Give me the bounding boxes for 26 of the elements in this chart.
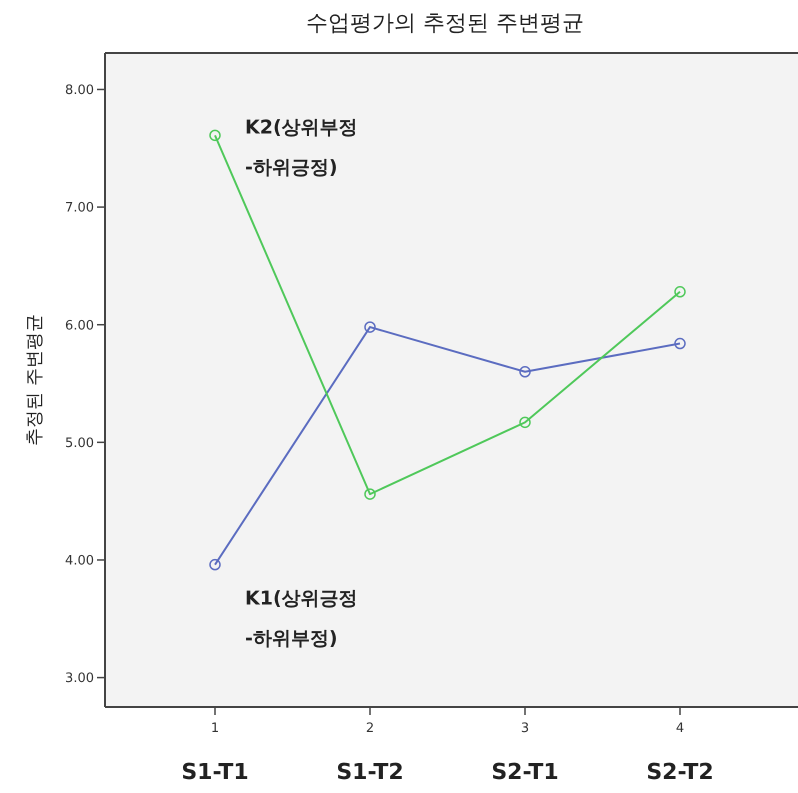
text: S1-T2 — [336, 760, 404, 785]
series-label: K2(상위부정 -하위긍정) — [245, 116, 358, 178]
x-tick-label: 4 — [676, 721, 684, 736]
y-tick-label: 8.00 — [65, 83, 94, 98]
y-axis-title: 추정된 주변평균 — [24, 314, 45, 446]
text: S2-T1 — [491, 760, 559, 785]
text: S1-T1 — [181, 760, 249, 785]
point — [519, 366, 531, 378]
y-tick-label: 6.00 — [65, 318, 94, 334]
y-tick-label: 3.00 — [65, 671, 94, 686]
point — [209, 558, 221, 570]
text: S2-T2 — [646, 760, 714, 785]
x-tick-label: 1 — [210, 721, 220, 736]
point — [674, 338, 686, 350]
series-label: K1(상위긍정 -하위부정) — [245, 588, 358, 650]
point — [209, 130, 221, 142]
point — [519, 416, 531, 428]
y-tick-label: 7.00 — [65, 200, 94, 216]
x-tick-label: 3 — [520, 721, 530, 736]
x-tick-label: 2 — [366, 721, 374, 736]
point — [364, 488, 376, 500]
y-tick-label: 4.00 — [65, 554, 94, 569]
point — [364, 321, 376, 333]
chart-title: 수업평가의 추정된 주변평균 — [306, 11, 584, 36]
y-tick-label: 5.00 — [65, 436, 94, 451]
point — [674, 286, 686, 298]
